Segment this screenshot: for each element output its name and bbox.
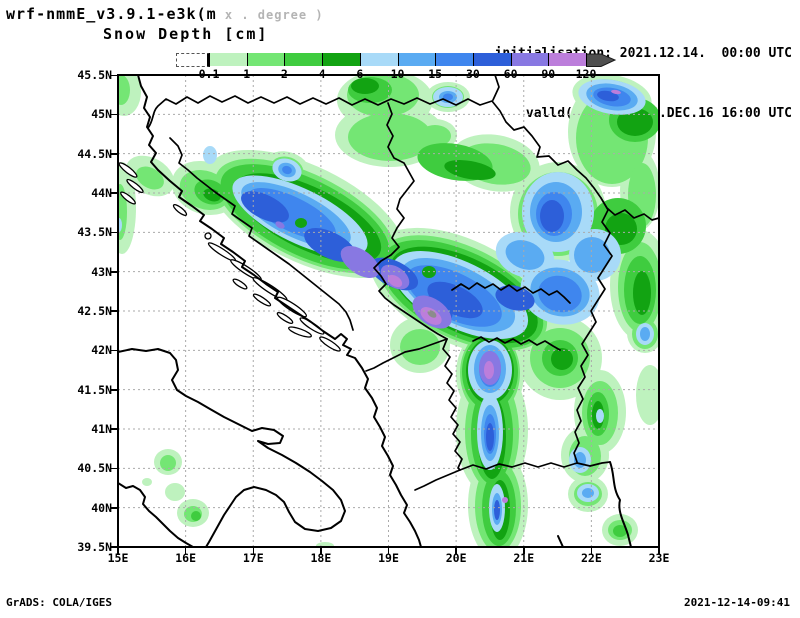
- lon-axis-label: 23E: [648, 551, 670, 565]
- lat-axis-tick: [111, 231, 118, 234]
- lat-axis-label: 42.5N: [77, 303, 112, 318]
- border-bulgaria-west: [573, 197, 613, 463]
- border-north-stub: [492, 75, 500, 101]
- colorbar-level-label: 90: [541, 67, 556, 81]
- colorbar-segment: [359, 53, 399, 66]
- lat-axis-tick: [111, 546, 118, 548]
- lat-axis-label: 44N: [91, 185, 112, 200]
- colorbar-level-label: 60: [503, 67, 518, 81]
- colorbar-level-label: 4: [318, 67, 326, 81]
- lat-axis-label: 42N: [91, 343, 112, 358]
- lon-axis-label: 22E: [580, 551, 602, 565]
- lon-axis-label: 19E: [378, 551, 399, 565]
- lon-axis-tick: [590, 547, 593, 554]
- italy-south-coastline: [118, 482, 194, 547]
- border-greece-west: [414, 469, 461, 491]
- lon-axis-label: 16E: [175, 551, 197, 565]
- lon-axis-tick: [523, 547, 525, 554]
- colorbar-level-label: 0.1: [198, 67, 220, 81]
- colorbar-segment: [435, 53, 474, 66]
- aegean-coastline: [557, 461, 632, 547]
- model-name: wrf-nmmE_v3.9.1-e3k(m: [6, 5, 217, 23]
- colorbar-segment: [209, 53, 248, 66]
- lat-axis-tick: [111, 113, 118, 116]
- lat-axis-label: 40.5N: [77, 461, 112, 476]
- lon-axis-tick: [387, 547, 390, 554]
- border-albania-macedonia: [442, 338, 463, 471]
- lat-axis-label: 40N: [91, 500, 112, 515]
- balkan-coastline: [137, 75, 422, 547]
- snow-field-level8-deep-blue: [241, 90, 619, 520]
- lat-axis-label: 39.5N: [77, 539, 112, 554]
- lat-axis-tick: [111, 428, 118, 430]
- border-greece-north: [459, 461, 611, 471]
- colorbar-level-label: 10: [390, 67, 405, 81]
- lon-axis-tick: [252, 547, 254, 554]
- grads-credit: GrADS: COLA/IGES: [6, 596, 112, 609]
- italy-coastline: [118, 348, 346, 547]
- lat-axis-tick: [111, 389, 118, 391]
- border-north: [147, 95, 659, 221]
- colorbar-level-label: 6: [356, 67, 364, 81]
- lat-axis-tick: [111, 349, 118, 352]
- border-kosovo-north: [451, 282, 571, 304]
- colorbar-level-label: 30: [465, 67, 480, 81]
- lon-axis-tick: [117, 547, 119, 554]
- border-kosovo-macedonia: [472, 336, 561, 351]
- model-units-note: x . degree ): [216, 8, 324, 22]
- border-montenegro-albania: [365, 338, 448, 372]
- lon-axis-label: 17E: [242, 551, 264, 565]
- border-bosnia-serbia: [373, 102, 448, 340]
- lat-axis-label: 43N: [91, 264, 112, 279]
- lon-axis-tick: [320, 547, 322, 554]
- lon-axis-tick: [184, 547, 187, 554]
- colorbar-overflow-arrow: [586, 53, 617, 67]
- lat-axis-label: 45.5N: [77, 68, 112, 82]
- lat-axis-tick: [111, 74, 118, 76]
- colorbar-end-divider: [586, 53, 587, 66]
- colorbar-segment: [510, 53, 550, 66]
- coastlines: [118, 75, 632, 547]
- lat-axis-label: 41N: [91, 421, 112, 436]
- colorbar-segment: [322, 53, 361, 66]
- adriatic-islands: [118, 162, 341, 352]
- lon-axis-label: 21E: [513, 551, 535, 565]
- lat-axis-label: 44.5N: [77, 146, 112, 161]
- colorbar-level-label: 2: [280, 67, 288, 81]
- border-croatia-bosnia: [169, 137, 354, 331]
- lat-axis-tick: [111, 192, 118, 194]
- lon-axis-label: 20E: [445, 551, 467, 565]
- lat-axis-tick: [111, 507, 118, 509]
- lat-axis-label: 41.5N: [77, 382, 112, 397]
- lat-axis-label: 45N: [91, 107, 112, 122]
- generation-timestamp: 2021-12-14-09:41: [684, 596, 790, 609]
- lat-axis-tick: [111, 271, 118, 273]
- colorbar-segment: [246, 53, 286, 66]
- lon-axis-tick: [658, 547, 660, 554]
- lat-axis-label: 43.5N: [77, 225, 112, 240]
- lon-axis-label: 15E: [107, 551, 129, 565]
- lon-axis-label: 18E: [310, 551, 332, 565]
- colorbar-segment: [472, 53, 512, 66]
- chart-title: Snow Depth [cm]: [103, 25, 269, 43]
- init-time: initialisation: 2021.12.14. 00:00 UTC: [494, 46, 792, 61]
- lat-axis-tick: [111, 467, 118, 470]
- lon-axis-tick: [455, 547, 457, 554]
- colorbar-level-label: 1: [243, 67, 251, 81]
- colorbar-segment: [397, 53, 437, 66]
- colorbar-open-segment: [176, 53, 210, 67]
- colorbar-level-label: 15: [428, 67, 443, 81]
- colorbar-segment: [284, 53, 324, 66]
- snow-field-level9-purple: [275, 89, 621, 503]
- snow-field-green-islands: [295, 218, 436, 278]
- lat-axis-tick: [111, 310, 118, 312]
- model-label: wrf-nmmE_v3.9.1-e3k(m x . degree ): [6, 5, 324, 23]
- colorbar-level-label: 120: [575, 67, 597, 81]
- lat-axis-tick: [111, 153, 118, 155]
- colorbar-segment: [548, 53, 587, 66]
- country-borders: [147, 75, 659, 491]
